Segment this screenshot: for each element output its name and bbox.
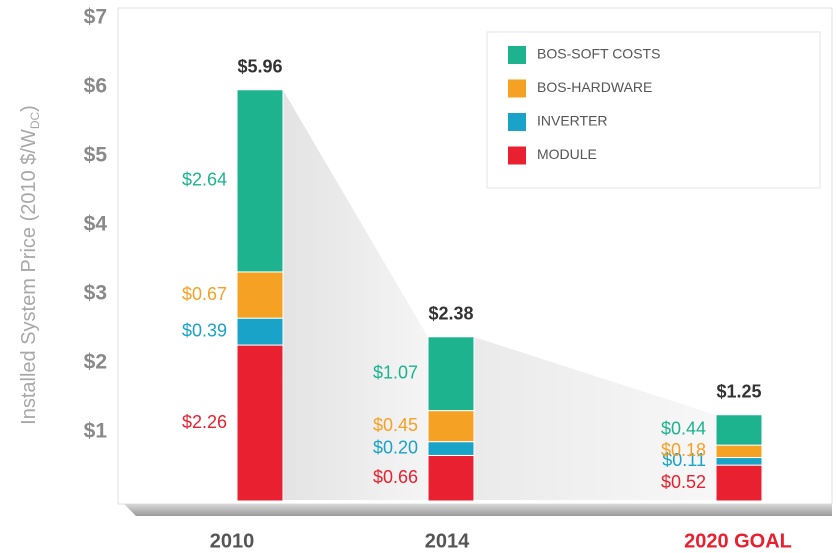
bar-segment <box>427 441 475 456</box>
legend <box>486 31 821 189</box>
y-tick-label: $2 <box>84 351 107 374</box>
bar-segment <box>715 444 763 459</box>
value-label: $0.18 <box>661 440 706 460</box>
bar-segment <box>236 89 284 273</box>
y-tick-label: $7 <box>84 6 107 29</box>
y-tick-label: $4 <box>84 213 108 236</box>
legend-swatch <box>508 79 526 98</box>
legend-label: BOS-HARDWARE <box>537 79 652 95</box>
bar-segment <box>427 454 475 502</box>
legend-label: BOS-SOFT COSTS <box>537 46 660 62</box>
value-label: $0.11 <box>662 450 706 470</box>
bar-segment <box>715 457 763 466</box>
value-label: $0.52 <box>661 472 706 492</box>
total-label: $2.38 <box>428 304 473 324</box>
value-label: $0.44 <box>661 419 706 439</box>
value-label: $1.07 <box>373 362 418 382</box>
bar-segment <box>715 414 763 446</box>
bar-segment <box>236 271 284 319</box>
trend-shade <box>474 337 716 500</box>
bar-segment <box>236 317 284 346</box>
value-label: $2.64 <box>182 170 227 190</box>
legend-label: MODULE <box>537 146 597 162</box>
value-label: $2.26 <box>182 412 227 432</box>
y-tick-label: $1 <box>84 420 108 443</box>
legend-swatch <box>508 146 526 165</box>
y-tick-label: $3 <box>84 282 107 305</box>
y-tick-label: $6 <box>84 75 107 98</box>
total-label: $1.25 <box>716 382 761 402</box>
bar-segment <box>715 464 763 502</box>
trend-shade <box>283 90 428 500</box>
value-label: $0.45 <box>373 415 418 435</box>
value-label: $0.66 <box>373 467 418 487</box>
bar-segment <box>236 344 284 502</box>
value-label: $0.39 <box>182 320 227 340</box>
y-axis-label: Installed System Price (2010 $/WDC) <box>18 105 42 425</box>
value-label: $0.20 <box>373 437 418 457</box>
legend-swatch <box>508 113 526 131</box>
x-tick-label: 2014 <box>425 530 470 552</box>
total-label: $5.96 <box>237 57 282 77</box>
x-tick-label: 2020 GOAL <box>684 530 792 552</box>
bar-segment <box>427 336 475 412</box>
legend-label: INVERTER <box>537 113 608 129</box>
floor <box>124 504 832 516</box>
legend-swatch <box>508 46 526 64</box>
value-label: $0.67 <box>182 284 227 304</box>
y-tick-label: $5 <box>84 144 108 167</box>
bar-segment <box>427 410 475 443</box>
x-tick-label: 2010 <box>210 530 255 552</box>
